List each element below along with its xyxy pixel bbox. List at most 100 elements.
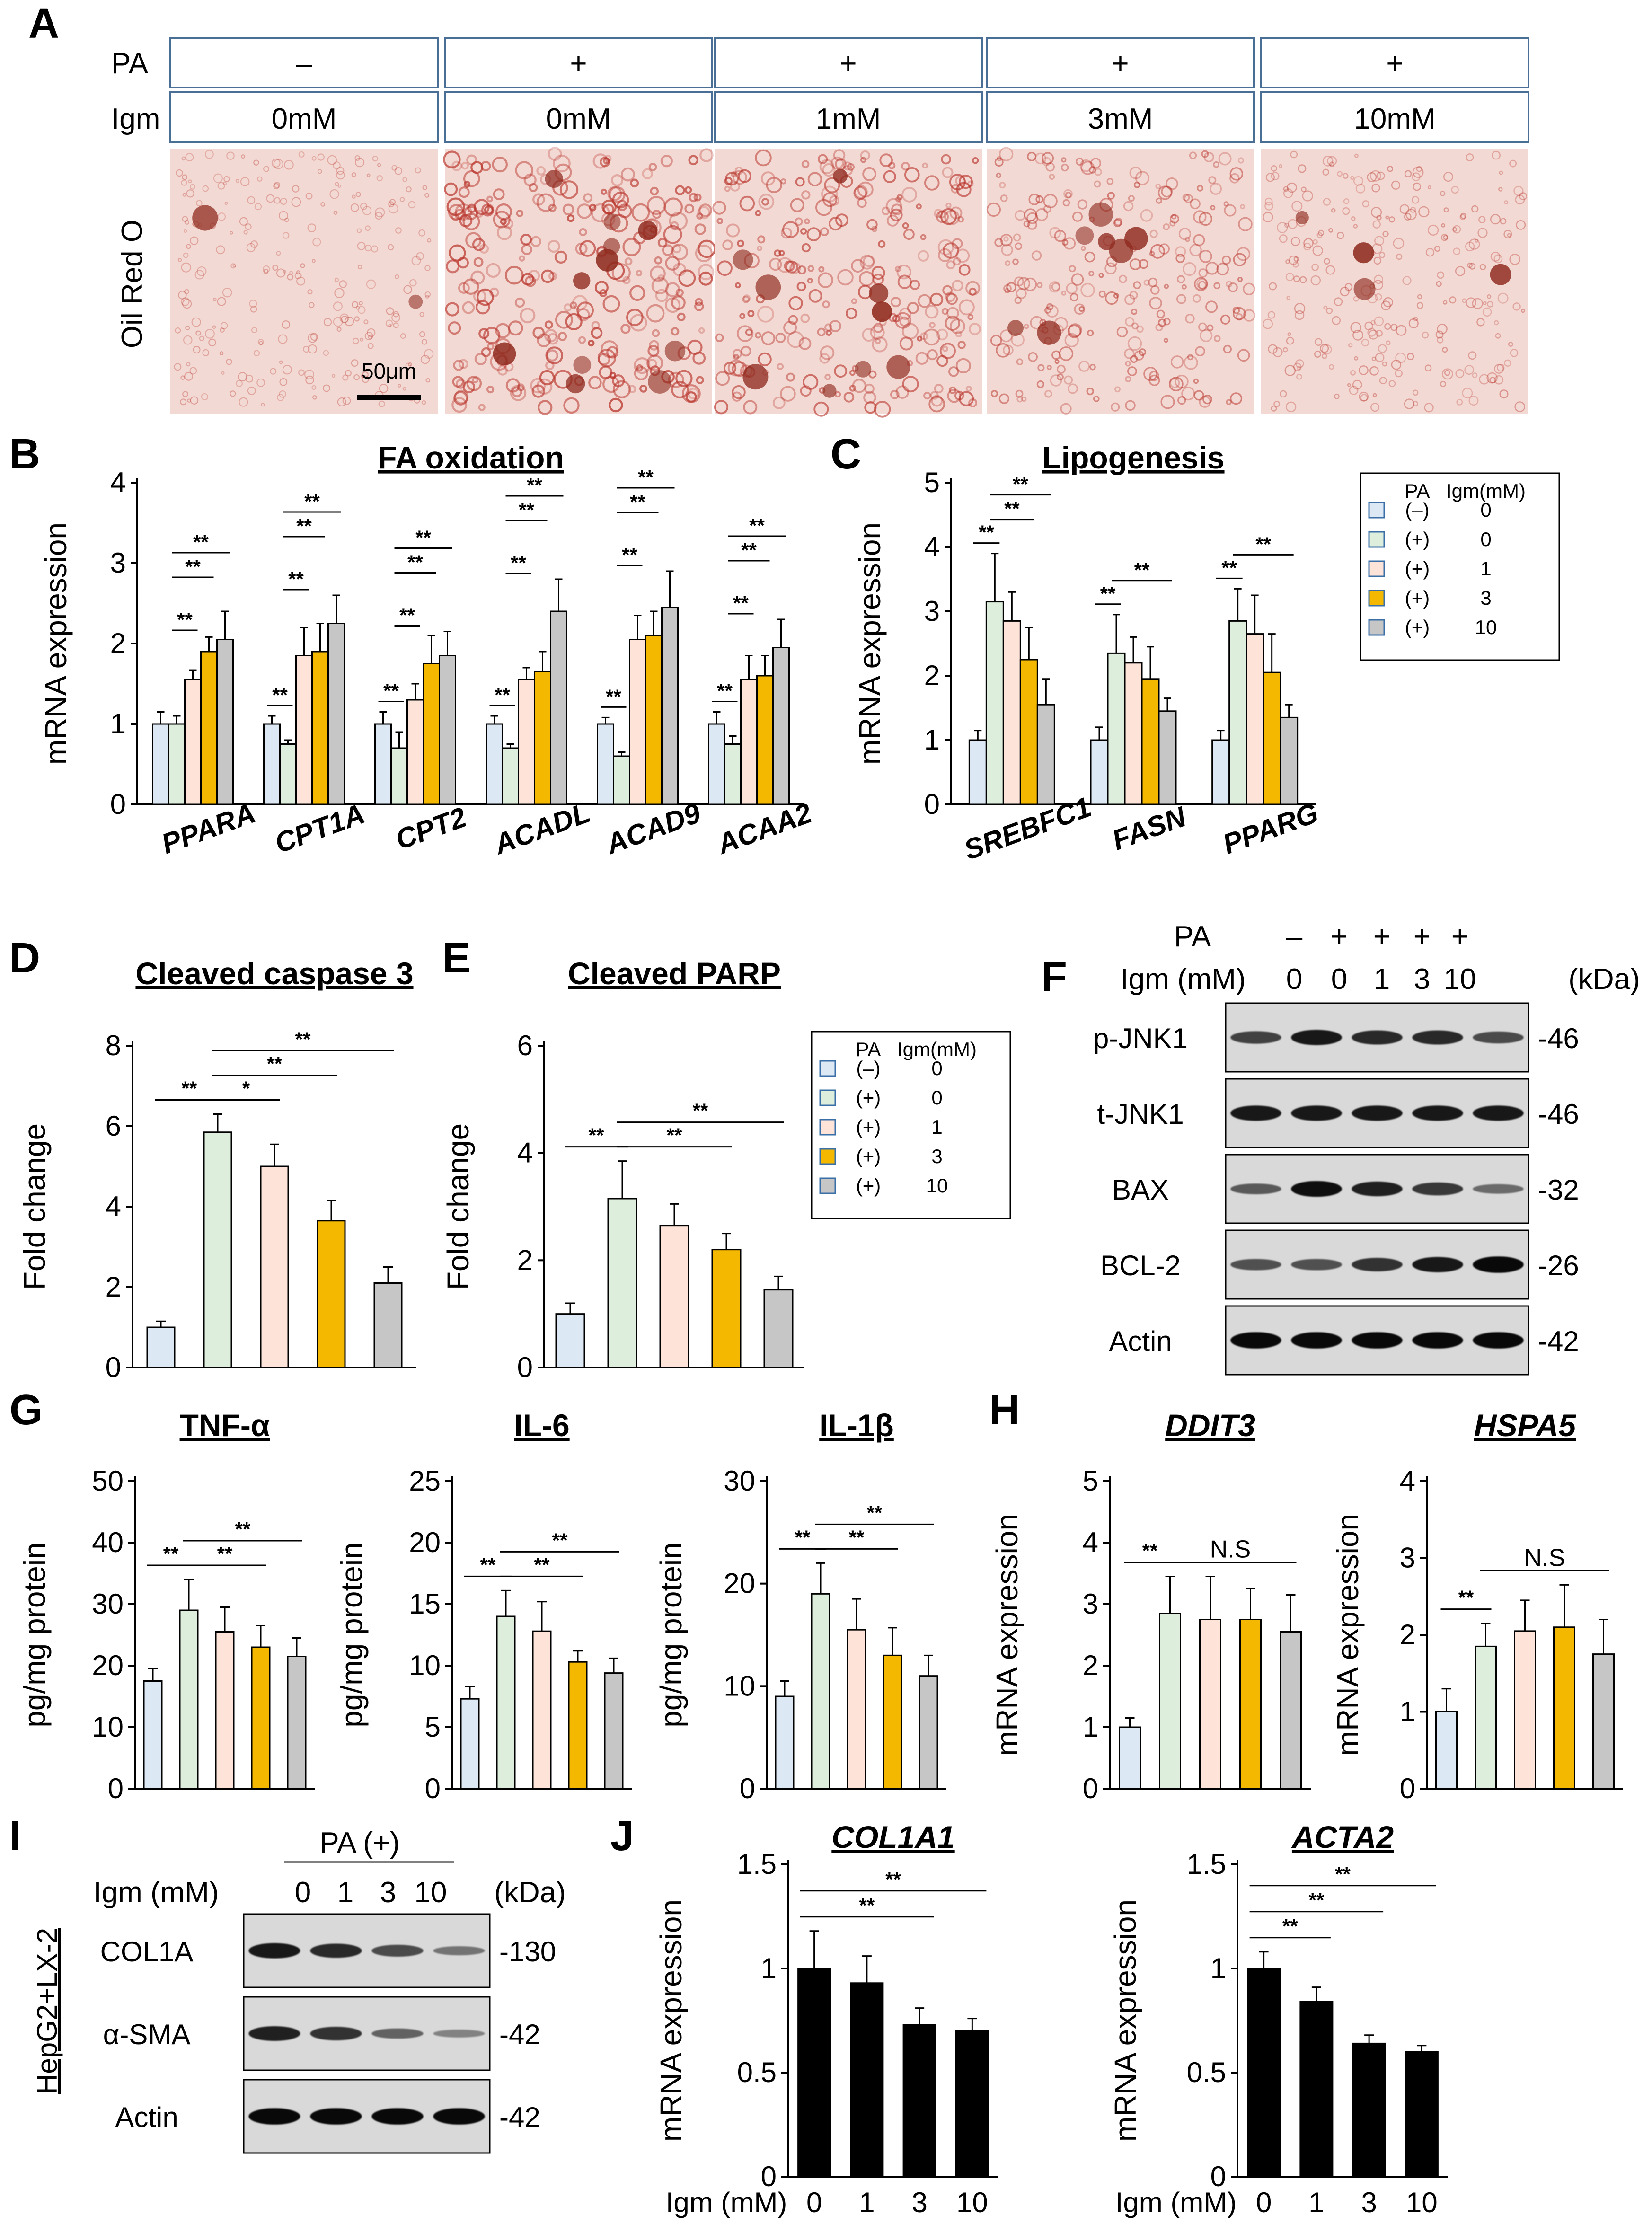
lipid-droplet: [250, 240, 258, 248]
lipid-droplet: [899, 336, 914, 351]
lipid-droplet: [1299, 276, 1307, 283]
significance-label: **: [849, 1526, 865, 1548]
lipid-droplet: [1243, 282, 1255, 296]
chart-title: Lipogenesis: [1042, 440, 1224, 475]
lipid-droplet: [1283, 188, 1293, 198]
lipid-droplet: [1004, 288, 1010, 294]
y-tick-label: 4: [924, 531, 940, 563]
y-tick-label: 0: [106, 1351, 121, 1383]
lipid-droplet: [837, 269, 854, 286]
significance-label: **: [1004, 498, 1020, 520]
lipid-droplet: [1243, 309, 1255, 322]
lipid-droplet: [1013, 233, 1021, 242]
significance-label: *: [242, 1077, 250, 1100]
bar: [1036, 704, 1055, 805]
lipid-droplet: [688, 155, 698, 166]
lipid-droplet: [602, 295, 620, 313]
lipid-droplet: [303, 345, 310, 353]
lipid-droplet: [1490, 214, 1501, 225]
lipid-droplet: [1272, 347, 1283, 357]
lipid-droplet: [1347, 383, 1351, 387]
lipid-droplet: [1371, 356, 1377, 361]
significance-label: **: [795, 1526, 811, 1548]
lipid-droplet: [236, 380, 243, 387]
lipid-droplet: [957, 341, 966, 349]
lipid-droplet: [1467, 262, 1473, 268]
lipid-droplet: [1500, 218, 1507, 225]
lipid-droplet: [1192, 294, 1201, 303]
y-axis-label: mRNA expression: [853, 522, 887, 765]
lipid-droplet: [715, 333, 724, 343]
blot-band: [1412, 1105, 1463, 1121]
lipid-droplet: [327, 155, 337, 165]
lipid-droplet: [1199, 212, 1213, 226]
significance-label: **: [1335, 1863, 1351, 1885]
chart-title: IL-6: [514, 1408, 569, 1443]
lipid-droplet: [523, 173, 537, 186]
lipid-droplet: [386, 307, 394, 315]
lipid-droplet: [283, 270, 287, 274]
lipid-droplet: [946, 307, 959, 320]
lipid-droplet: [187, 398, 192, 403]
lipid-droplet: [854, 185, 868, 199]
lipid-droplet: [1443, 235, 1449, 240]
significance-label: **: [741, 539, 757, 561]
lipid-droplet: [732, 391, 742, 402]
lipid-droplet: [726, 223, 740, 238]
bar: [496, 1615, 516, 1790]
significance-label: **: [495, 684, 510, 706]
lipid-droplet: [311, 259, 316, 263]
lipid-droplet: [361, 374, 364, 378]
lipid-droplet: [1156, 197, 1162, 204]
lipid-droplet: [1230, 392, 1243, 405]
lipid-droplet: [940, 208, 957, 225]
lipid-droplet-large: [493, 342, 516, 366]
bar: [919, 1675, 938, 1790]
lipid-droplet: [1471, 205, 1479, 213]
lipid-droplet: [1236, 247, 1251, 261]
lipid-droplet: [323, 350, 329, 356]
lipid-droplet: [1359, 391, 1369, 402]
lipid-droplet: [642, 168, 653, 179]
lipid-droplet: [757, 235, 766, 244]
lipid-droplet: [310, 333, 318, 341]
bar: [968, 739, 987, 805]
lipid-droplet: [1193, 390, 1204, 401]
category-label: 3: [1361, 2187, 1377, 2218]
lipid-droplet: [822, 300, 830, 309]
lipid-droplet: [918, 294, 932, 308]
lipid-droplet: [920, 332, 928, 340]
legend-igm: 0: [931, 1057, 942, 1079]
y-tick-label: 50: [92, 1465, 124, 1497]
lipid-droplet: [1107, 192, 1115, 200]
lipid-droplet: [737, 239, 744, 247]
lipid-droplet: [829, 195, 839, 206]
lipid-droplet: [333, 301, 343, 311]
category-label: PPARG: [1219, 797, 1322, 860]
lipid-droplet: [421, 400, 426, 405]
bar: [184, 679, 202, 805]
lipid-droplet: [787, 331, 804, 348]
lipid-droplet: [1284, 365, 1296, 376]
bar: [1107, 652, 1126, 805]
lipid-droplet: [1286, 336, 1294, 345]
lipid-droplet: [1385, 215, 1389, 220]
bar: [200, 651, 218, 805]
bar: [1019, 659, 1038, 805]
lipid-droplet: [329, 189, 339, 199]
igm-lane: 0: [295, 1876, 311, 1909]
lipid-droplet: [532, 193, 545, 206]
lipid-droplet: [953, 257, 961, 265]
lipid-droplet: [1016, 396, 1023, 403]
lipid-droplet: [968, 323, 981, 335]
lipid-droplet: [368, 335, 373, 340]
lipid-droplet: [1289, 256, 1299, 265]
bar: [1246, 633, 1264, 805]
lipid-droplet: [452, 376, 464, 388]
bar: [597, 723, 614, 805]
lipid-droplet: [599, 365, 613, 379]
bar: [711, 1249, 742, 1368]
lipid-droplet: [505, 378, 521, 393]
